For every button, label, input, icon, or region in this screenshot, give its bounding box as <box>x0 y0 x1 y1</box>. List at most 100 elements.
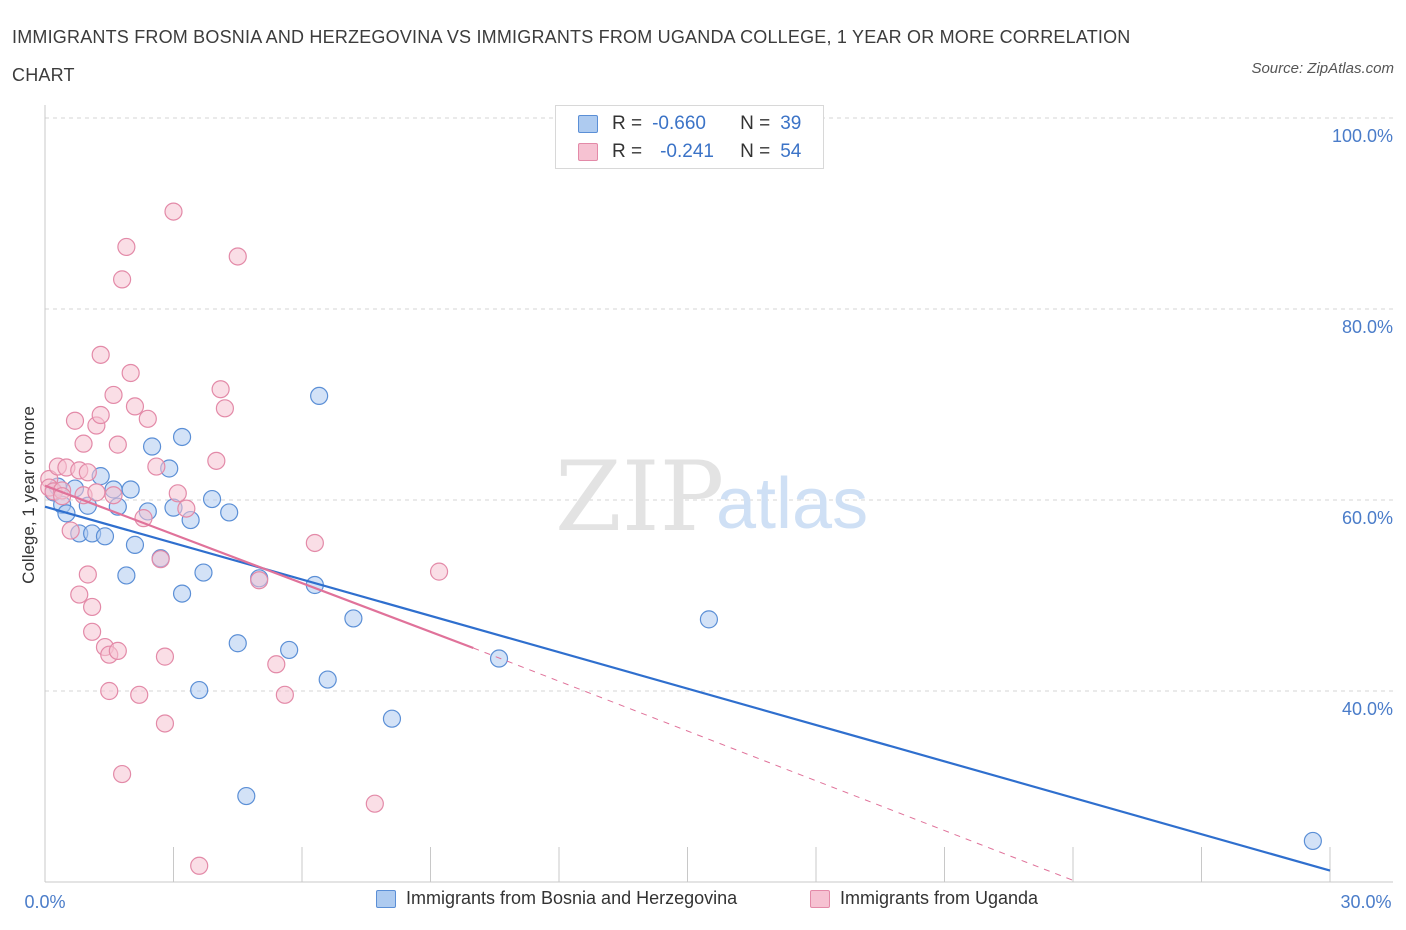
uganda-trendline <box>473 647 1078 883</box>
uganda-point <box>108 641 127 660</box>
bosnia-point <box>344 609 363 628</box>
uganda-point <box>87 483 106 502</box>
pink-swatch-icon <box>578 143 598 161</box>
uganda-point <box>155 647 175 666</box>
uganda-point <box>365 794 384 813</box>
legend-label-uganda: Immigrants from Uganda <box>840 888 1039 908</box>
bosnia-point <box>117 566 136 585</box>
uganda-point <box>83 597 102 617</box>
uganda-point <box>112 764 132 784</box>
uganda-point <box>211 380 230 399</box>
n-label: N = <box>740 113 771 134</box>
uganda-point <box>91 405 110 425</box>
uganda-point <box>104 486 123 505</box>
uganda-point <box>147 457 166 476</box>
uganda-point <box>70 585 89 604</box>
uganda-point <box>117 237 136 257</box>
y-tick-label: 60.0% <box>1342 508 1393 528</box>
bosnia-point <box>318 670 337 689</box>
uganda-point <box>228 247 247 266</box>
bosnia-point <box>237 786 256 806</box>
correlation-legend: R = -0.660 N = 39 R = -0.241 N = 54 <box>555 105 824 169</box>
r-label: R = <box>612 113 643 134</box>
legend-item-bosnia[interactable]: Immigrants from Bosnia and Herzegovina <box>376 888 737 909</box>
watermark-atlas: atlas <box>716 464 868 544</box>
bosnia-point <box>172 584 192 603</box>
uganda-point <box>130 685 149 704</box>
bosnia-trendline <box>44 505 1331 872</box>
uganda-point <box>91 345 110 364</box>
legend-label-bosnia: Immigrants from Bosnia and Herzegovina <box>406 888 738 908</box>
y-axis-label: College, 1 year or more <box>19 406 38 584</box>
bosnia-point <box>202 489 222 509</box>
uganda-point <box>275 685 294 704</box>
x-tick-label: 0.0% <box>24 892 65 912</box>
uganda-point <box>190 856 209 875</box>
bosnia-point <box>190 680 209 700</box>
n-value: 54 <box>780 141 802 162</box>
uganda-point <box>151 550 170 569</box>
uganda-point <box>78 463 97 482</box>
bosnia-point <box>699 610 719 629</box>
uganda-point <box>164 202 183 221</box>
n-value: 39 <box>780 113 802 134</box>
axes <box>44 105 1393 883</box>
bosnia-point <box>121 480 140 499</box>
bosnia-point <box>310 386 329 406</box>
blue-swatch-icon <box>578 115 598 133</box>
bosnia-point <box>220 503 239 522</box>
watermark: ZIP atlas <box>555 441 868 553</box>
uganda-point <box>125 397 145 416</box>
bosnia-point <box>382 709 402 728</box>
r-value: -0.660 <box>652 113 706 134</box>
uganda-point <box>74 434 93 453</box>
r-label: R = <box>612 141 643 162</box>
uganda-point <box>108 435 127 454</box>
uganda-point <box>305 533 324 553</box>
uganda-point <box>155 714 175 733</box>
bosnia-point <box>489 649 509 668</box>
trendlines <box>44 484 1331 883</box>
uganda-point <box>100 681 119 701</box>
bosnia-point <box>142 437 162 456</box>
uganda-point <box>78 565 97 584</box>
uganda-point <box>207 451 226 470</box>
series-legend: Immigrants from Bosnia and Herzegovina I… <box>0 888 1406 918</box>
bosnia-point <box>1303 831 1322 851</box>
data-points <box>40 202 1322 875</box>
uganda-point <box>104 385 123 405</box>
y-tick-label: 80.0% <box>1342 317 1393 337</box>
x-tick-label: 30.0% <box>1340 892 1391 912</box>
uganda-trendline <box>44 484 474 650</box>
y-tick-label: 100.0% <box>1332 126 1393 146</box>
legend-row-uganda: R = -0.241 N = 54 <box>578 139 801 165</box>
uganda-point <box>267 655 286 674</box>
bosnia-point <box>125 535 145 554</box>
uganda-point <box>112 270 132 289</box>
uganda-point <box>429 562 449 581</box>
blue-swatch-icon <box>376 889 396 908</box>
uganda-point <box>168 484 187 503</box>
uganda-point <box>121 363 140 383</box>
uganda-point <box>65 411 85 430</box>
pink-swatch-icon <box>810 889 830 908</box>
chart-title: IMMIGRANTS FROM BOSNIA AND HERZEGOVINA V… <box>12 27 1131 85</box>
uganda-point <box>83 622 102 641</box>
uganda-point <box>250 571 269 590</box>
bosnia-point <box>95 527 115 546</box>
watermark-zip: ZIP <box>555 441 724 553</box>
r-value: -0.241 <box>660 141 714 162</box>
bosnia-point <box>280 640 299 660</box>
tick-labels: 40.0% 60.0% 80.0% 100.0% 0.0% 30.0% <box>24 126 1393 912</box>
y-tick-label: 40.0% <box>1342 699 1393 719</box>
bosnia-point <box>172 427 192 447</box>
bosnia-point <box>228 634 247 653</box>
uganda-point <box>138 409 157 428</box>
source-label: Source: ZipAtlas.com <box>1251 60 1394 77</box>
legend-row-bosnia: R = -0.660 N = 39 <box>578 111 801 137</box>
uganda-point <box>215 399 234 418</box>
uganda-point <box>177 499 196 518</box>
legend-item-uganda[interactable]: Immigrants from Uganda <box>810 888 1038 909</box>
grid-lines <box>45 117 1393 692</box>
